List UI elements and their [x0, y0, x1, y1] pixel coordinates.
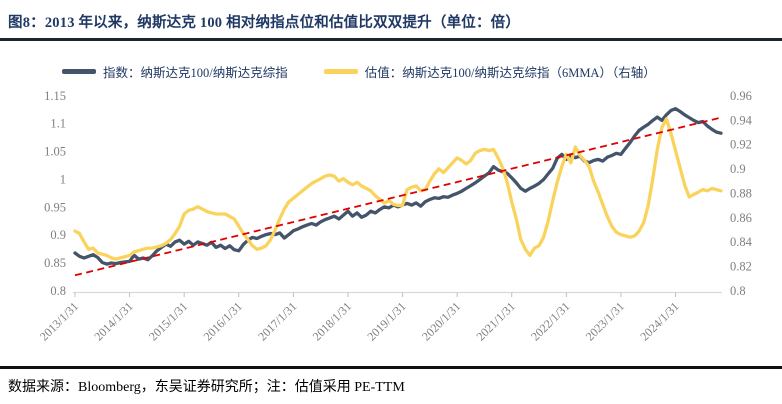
right-axis-tick-label: 0.8	[730, 284, 746, 298]
left-axis-tick-label: 1.15	[44, 89, 66, 103]
right-axis-tick-label: 0.96	[730, 89, 752, 103]
left-axis-tick-label: 0.85	[44, 256, 66, 270]
footer-divider-line	[0, 366, 782, 369]
right-axis-tick-label: 0.84	[730, 235, 753, 249]
x-axis-tick-label: 2021/1/31	[474, 299, 518, 343]
left-axis-tick-label: 0.95	[44, 200, 66, 214]
x-axis-tick-label: 2022/1/31	[528, 299, 572, 343]
left-axis-tick-label: 1	[60, 172, 66, 186]
x-axis-tick-label: 2018/1/31	[310, 299, 354, 343]
legend-item-index: 指数：纳斯达克100/纳斯达克综指	[62, 62, 288, 81]
left-axis-tick-label: 0.8	[50, 284, 66, 298]
index-ratio-line	[73, 107, 723, 266]
left-axis-tick-label: 1.1	[50, 117, 66, 131]
right-axis-tick-label: 0.9	[730, 162, 746, 176]
valuation-ratio-line	[73, 117, 723, 261]
x-axis-tick-label: 2023/1/31	[583, 299, 627, 343]
x-axis-tick-label: 2019/1/31	[364, 299, 408, 343]
valuation-line-swatch	[323, 69, 358, 74]
right-axis-tick-label: 0.88	[730, 186, 752, 200]
right-axis-tick-label: 0.86	[730, 211, 752, 225]
x-axis-tick-label: 2017/1/31	[255, 299, 299, 343]
right-axis-tick-label: 0.82	[730, 260, 752, 274]
x-axis-tick-label: 2024/1/31	[637, 299, 681, 343]
x-axis-tick-label: 2013/1/31	[37, 299, 81, 343]
index-line-swatch	[62, 69, 96, 74]
chart-title: 图8：2013 年以来，纳斯达克 100 相对纳指点位和估值比双双提升（单位：倍…	[8, 15, 521, 31]
right-axis-tick-label: 0.94	[730, 113, 753, 127]
legend-item-valuation: 估值：纳斯达克100/纳斯达克综指（6MMA）（右轴）	[323, 62, 656, 81]
x-axis-tick-label: 2014/1/31	[91, 299, 135, 343]
title-divider-line	[0, 38, 782, 41]
left-axis-tick-label: 0.9	[50, 228, 66, 242]
x-axis-tick-label: 2020/1/31	[419, 299, 463, 343]
x-axis-tick-label: 2015/1/31	[146, 299, 190, 343]
x-axis-tick-label: 2016/1/31	[201, 299, 245, 343]
data-source-note: 数据来源：Bloomberg，东吴证券研究所；注：估值采用 PE-TTM	[8, 380, 405, 395]
legend-item-index-label: 指数：纳斯达克100/纳斯达克综指	[103, 66, 288, 80]
left-axis-tick-label: 1.05	[44, 145, 66, 159]
trendline-dashed	[74, 116, 722, 277]
right-axis-tick-label: 0.92	[730, 138, 752, 152]
legend-item-valuation-label: 估值：纳斯达克100/纳斯达克综指（6MMA）（右轴）	[364, 66, 656, 80]
chart-legend: 指数：纳斯达克100/纳斯达克综指 估值：纳斯达克100/纳斯达克综指（6MMA…	[62, 62, 656, 81]
